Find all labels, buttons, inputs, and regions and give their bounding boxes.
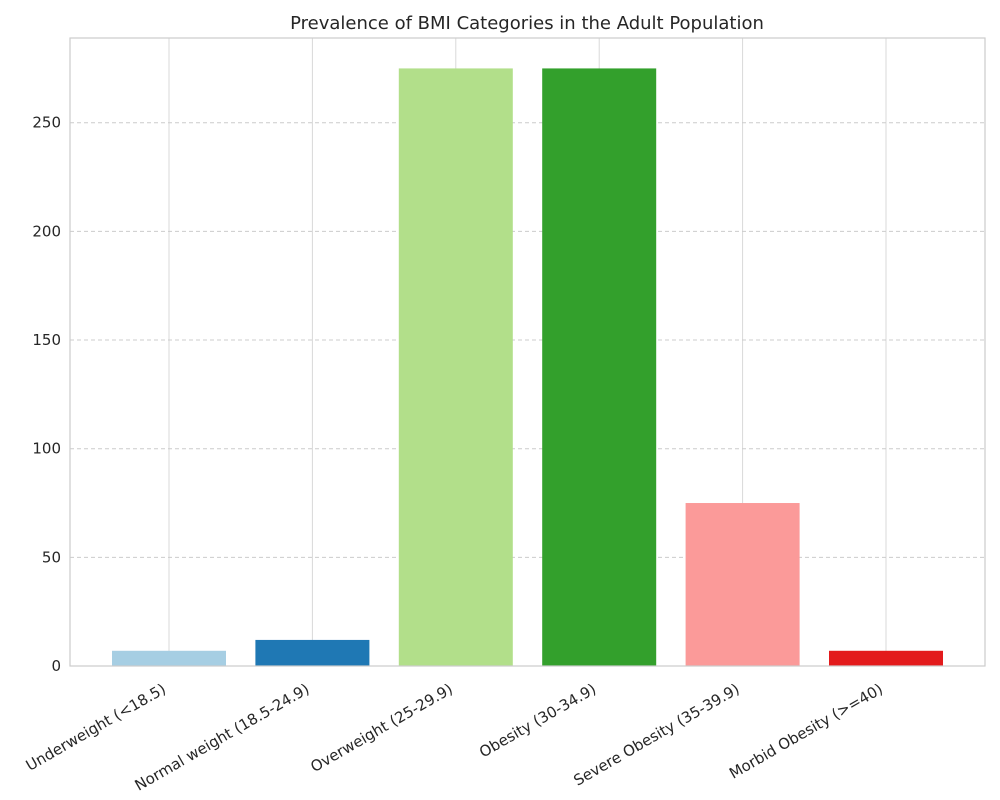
bar <box>112 650 226 666</box>
y-tick-label: 200 <box>32 222 61 240</box>
y-tick-label: 50 <box>42 548 61 566</box>
x-tick-label: Underweight (<18.5) <box>23 680 169 775</box>
bar <box>542 68 657 667</box>
x-tick-label: Morbid Obesity (>=40) <box>726 680 886 783</box>
bar <box>398 68 513 667</box>
bar <box>685 503 800 666</box>
x-axis-ticks: Underweight (<18.5)Normal weight (18.5-2… <box>23 680 886 795</box>
y-tick-label: 100 <box>32 440 61 458</box>
grid-layer <box>70 38 985 666</box>
y-tick-label: 0 <box>51 657 61 675</box>
y-axis-ticks: 0 50 100 150 200 250 <box>32 114 61 675</box>
bar-layer <box>112 68 943 667</box>
chart-title: Prevalence of BMI Categories in the Adul… <box>290 13 764 34</box>
bar <box>829 650 943 666</box>
y-tick-label: 150 <box>32 331 61 349</box>
x-tick-label: Obesity (30-34.9) <box>476 680 599 761</box>
plot-frame <box>69 37 986 667</box>
x-tick-label: Overweight (25-29.9) <box>307 680 455 776</box>
y-tick-label: 250 <box>32 114 61 132</box>
bar <box>255 639 370 666</box>
